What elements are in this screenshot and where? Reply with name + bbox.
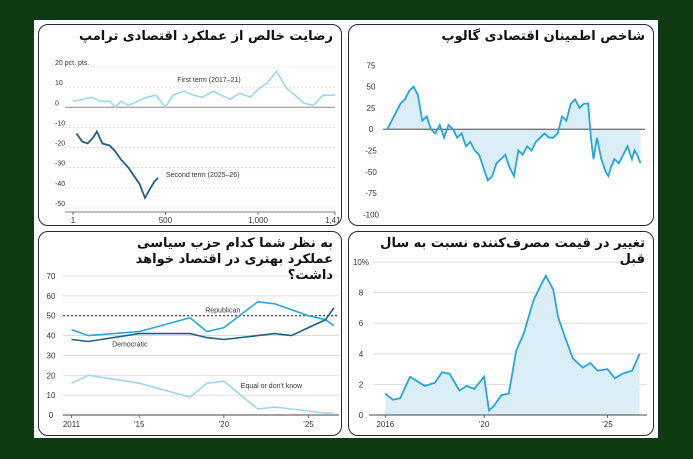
- x-tick-label: 2016: [376, 420, 394, 429]
- x-tick-label: '25: [627, 225, 638, 226]
- y-tick-label: 8: [359, 289, 364, 298]
- y-tick-label: 0: [49, 411, 54, 420]
- y-tick-label: -100: [363, 210, 380, 219]
- y-tick-label: -20: [55, 141, 65, 148]
- y-tick-label: 20: [47, 371, 56, 380]
- gallup-confidence-title: شاخص اطمینان اقتصادی گالوپ: [441, 29, 645, 44]
- legend-label-democratic: Democratic: [112, 341, 148, 348]
- x-tick-label: 1,416: [325, 216, 342, 225]
- x-tick-label: '25: [602, 420, 613, 429]
- y-tick-label: 70: [47, 272, 56, 281]
- x-tick-label: '15: [539, 225, 550, 226]
- gallup-confidence-chart: 75 50 25 0 -25 -50 -75 -100 2000 '05 '10 '15 '20 '25: [363, 61, 645, 226]
- series-line-republican: [71, 300, 335, 337]
- area-fill: [387, 86, 641, 181]
- annotation-first-term: First term (2017–21): [177, 77, 240, 84]
- party-economy-panel: به نظر شما کدام حزب سیاسی عملکرد بهتری د…: [38, 231, 342, 436]
- trump-approval-title: رضایت خالص از عملکرد اقتصادی ترامپ: [78, 29, 333, 44]
- series-line-equal: [71, 374, 334, 414]
- trump-approval-panel: رضایت خالص از عملکرد اقتصادی ترامپ 20 pc…: [38, 24, 342, 226]
- party-economy-chart: 70 60 50 40 30 20 10 0 2011 '15 '20 '25 Republican De…: [47, 272, 339, 429]
- trump-approval-chart: 20 pct. pts. 10 0 -10 -20 -30 -40 -50 1 500 1,000 1…: [55, 60, 342, 225]
- x-tick-label: 2011: [63, 420, 81, 429]
- y-tick-label: 20 pct. pts.: [55, 60, 89, 67]
- y-tick-label: 60: [47, 292, 56, 301]
- x-tick-label: '10: [496, 225, 507, 226]
- y-tick-label: 10: [47, 391, 56, 400]
- chart-canvas: رضایت خالص از عملکرد اقتصادی ترامپ 20 pc…: [34, 20, 658, 438]
- series-line-second-term: [75, 129, 159, 201]
- x-tick-label: 1: [71, 216, 76, 225]
- gallup-confidence-panel: شاخص اطمینان اقتصادی گالوپ 75 50 25 0 -25 -50…: [348, 24, 654, 226]
- x-tick-label: 2000: [405, 225, 423, 226]
- legend-label-equal: Equal or don't know: [241, 383, 303, 390]
- y-tick-label: -75: [365, 189, 377, 198]
- y-tick-label: 0: [359, 411, 364, 420]
- y-tick-label: 30: [47, 351, 56, 360]
- y-tick-label: -50: [365, 168, 377, 177]
- y-tick-label: -30: [55, 161, 65, 168]
- y-tick-label: 50: [367, 83, 376, 92]
- y-tick-label: 75: [367, 61, 376, 70]
- party-economy-title: به نظر شما کدام حزب سیاسی عملکرد بهتری د…: [135, 236, 333, 283]
- cpi-change-title: تغییر در قیمت مصرف‌کننده نسبت به سال قبل: [380, 236, 645, 267]
- y-tick-label: 0: [369, 125, 374, 134]
- annotation-second-term: Second term (2025–26): [166, 172, 240, 179]
- y-tick-label: 40: [47, 332, 56, 341]
- series-line: [386, 85, 642, 183]
- y-tick-label: -50: [55, 201, 65, 208]
- y-tick-label: -10: [55, 120, 65, 127]
- series-line-democratic: [71, 307, 335, 343]
- series-line: [384, 273, 641, 413]
- y-tick-label: 0: [55, 100, 59, 107]
- cpi-change-chart: 10% 8 6 4 2 0 2016 '20 '25: [353, 258, 647, 429]
- x-tick-label: '25: [303, 420, 314, 429]
- y-tick-label: 25: [367, 104, 376, 113]
- y-tick-label: -25: [365, 147, 377, 156]
- y-tick-label: 10: [55, 80, 63, 87]
- series-line-first-term: [72, 69, 335, 109]
- x-tick-label: '05: [452, 225, 463, 226]
- x-tick-label: 1,000: [248, 216, 269, 225]
- x-tick-label: '20: [583, 225, 594, 226]
- area-fill: [385, 275, 640, 415]
- y-tick-label: 10%: [353, 258, 369, 267]
- y-tick-label: 2: [359, 380, 364, 389]
- y-tick-label: 6: [359, 319, 364, 328]
- cpi-change-panel: تغییر در قیمت مصرف‌کننده نسبت به سال قبل…: [348, 231, 654, 436]
- x-tick-label: '20: [479, 420, 490, 429]
- x-tick-label: '15: [134, 420, 145, 429]
- y-tick-label: 50: [47, 312, 56, 321]
- x-tick-label: '20: [219, 420, 230, 429]
- y-tick-label: 4: [359, 350, 364, 359]
- legend-label-republican: Republican: [205, 308, 240, 315]
- y-tick-label: -40: [55, 181, 65, 188]
- x-tick-label: 500: [159, 216, 173, 225]
